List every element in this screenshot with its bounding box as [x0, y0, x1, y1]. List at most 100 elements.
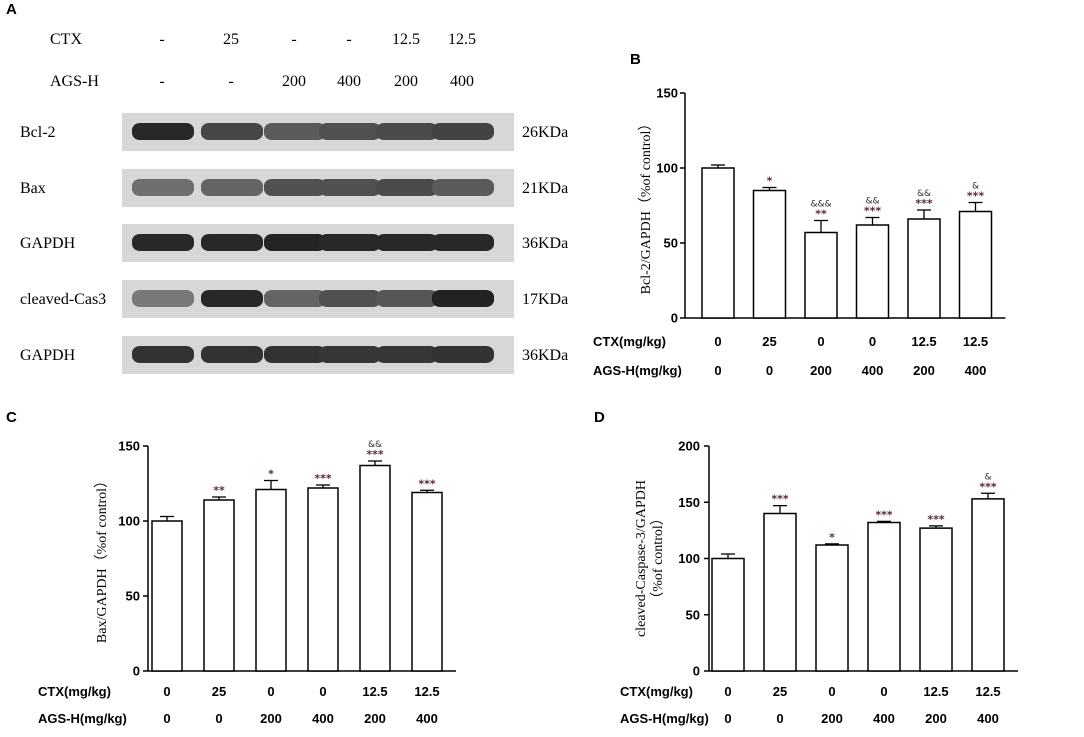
x-table-value: 400 — [416, 711, 438, 726]
bar — [815, 544, 849, 672]
protein-band — [132, 123, 194, 140]
x-table-value: 12.5 — [362, 684, 387, 699]
treatment-label: CTX — [50, 31, 82, 48]
bar — [711, 557, 745, 672]
bar — [411, 491, 443, 672]
significance-mark: *** — [771, 493, 789, 506]
x-table-value: 12.5 — [911, 334, 936, 349]
treatment-value: - — [346, 31, 351, 48]
x-table-value: 400 — [977, 711, 999, 726]
x-table-value: 0 — [714, 363, 721, 378]
protein-band — [319, 234, 381, 251]
y-axis-label: Bcl-2/GAPDH（%of control） — [638, 117, 654, 295]
significance-mark: *** — [366, 448, 384, 461]
protein-band — [376, 123, 438, 140]
band-label: GAPDH — [20, 235, 76, 252]
x-table-label: AGS-H(mg/kg) — [620, 711, 709, 726]
protein-band — [264, 123, 326, 140]
treatment-value: - — [159, 31, 164, 48]
protein-band — [432, 179, 494, 196]
significance-mark: *** — [864, 205, 882, 218]
treatment-value: - — [228, 73, 233, 90]
y-axis-label: cleaved-Caspase-3/GAPDH — [634, 480, 649, 637]
x-table-value: 0 — [714, 334, 721, 349]
significance-mark: *** — [967, 190, 985, 203]
x-table-value: 25 — [773, 684, 787, 699]
significance-mark-2: & — [972, 182, 979, 192]
treatment-value: 400 — [450, 73, 474, 90]
y-tick-label: 150 — [118, 439, 140, 454]
panel-letter-d: D — [594, 409, 605, 426]
x-table-value: 0 — [267, 684, 274, 699]
x-table-value: 200 — [810, 363, 832, 378]
treatment-value: 200 — [282, 73, 306, 90]
x-table-value: 0 — [776, 711, 783, 726]
protein-band — [319, 346, 381, 363]
x-table-value: 200 — [925, 711, 947, 726]
x-table-value: 0 — [215, 711, 222, 726]
treatment-value: 12.5 — [392, 31, 420, 48]
y-axis-label: Bax/GAPDH（%of control） — [94, 474, 110, 643]
significance-mark: *** — [418, 477, 436, 490]
x-table-label: AGS-H(mg/kg) — [593, 363, 682, 378]
bar — [307, 487, 339, 672]
x-table-value: 400 — [312, 711, 334, 726]
significance-mark: *** — [979, 480, 997, 493]
bar — [763, 512, 797, 672]
bar — [867, 521, 901, 672]
protein-band — [201, 234, 263, 251]
protein-band — [264, 346, 326, 363]
protein-band — [201, 346, 263, 363]
treatment-value: 25 — [223, 31, 239, 48]
x-table-value: 400 — [862, 363, 884, 378]
x-table-value: 25 — [212, 684, 226, 699]
treatment-value: 12.5 — [448, 31, 476, 48]
significance-mark: * — [268, 468, 274, 481]
significance-mark-2: & — [984, 472, 991, 482]
protein-band — [264, 179, 326, 196]
protein-band — [376, 234, 438, 251]
protein-band — [319, 179, 381, 196]
x-table-label: CTX(mg/kg) — [593, 334, 666, 349]
x-table-value: 200 — [821, 711, 843, 726]
protein-band — [376, 290, 438, 307]
y-tick-label: 0 — [671, 311, 678, 326]
significance-mark-2: && — [368, 440, 382, 450]
x-table-value: 0 — [766, 363, 773, 378]
x-table-value: 12.5 — [975, 684, 1000, 699]
x-table-label: CTX(mg/kg) — [38, 684, 111, 699]
protein-band — [319, 123, 381, 140]
y-tick-label: 50 — [664, 236, 678, 251]
protein-band — [132, 234, 194, 251]
y-tick-label: 0 — [133, 664, 140, 679]
treatment-value: 400 — [337, 73, 361, 90]
bar — [958, 210, 993, 319]
panel-letter-a: A — [6, 1, 17, 18]
bar — [971, 498, 1005, 672]
significance-mark-2: &&& — [810, 200, 831, 210]
band-kda: 17KDa — [522, 291, 568, 308]
protein-band — [432, 346, 494, 363]
y-tick-label: 50 — [686, 607, 700, 622]
protein-band — [319, 290, 381, 307]
band-label: Bcl-2 — [20, 124, 56, 141]
protein-band — [264, 290, 326, 307]
significance-mark: *** — [915, 197, 933, 210]
x-table-value: 0 — [880, 684, 887, 699]
band-kda: 36KDa — [522, 235, 568, 252]
bar — [151, 520, 183, 672]
protein-band — [132, 179, 194, 196]
treatment-value: 200 — [394, 73, 418, 90]
panel-letter-c: C — [6, 409, 17, 426]
bar — [701, 167, 735, 319]
x-table-value: 0 — [163, 711, 170, 726]
x-table-value: 0 — [828, 684, 835, 699]
band-kda: 26KDa — [522, 124, 568, 141]
x-table-value: 25 — [762, 334, 776, 349]
protein-band — [132, 290, 194, 307]
protein-band — [432, 123, 494, 140]
bar — [359, 464, 391, 672]
protein-band — [376, 346, 438, 363]
